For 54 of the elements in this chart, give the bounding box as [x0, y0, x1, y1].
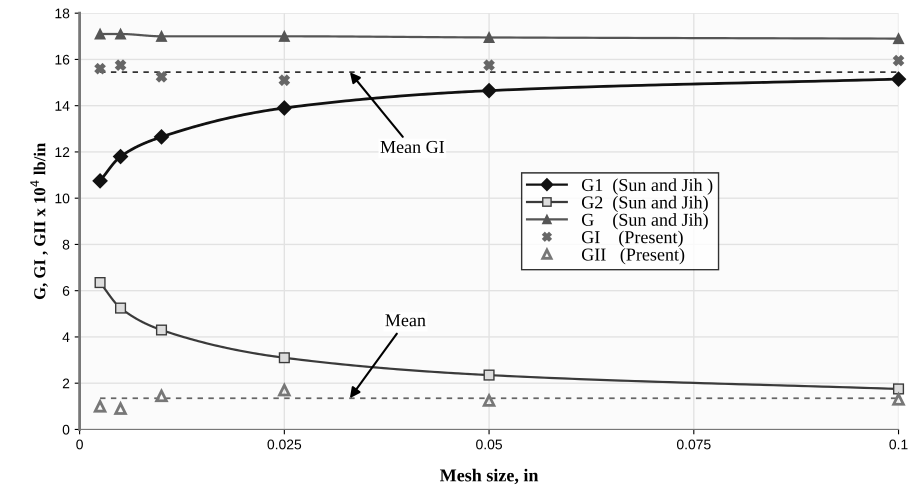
point [892, 33, 904, 44]
point [94, 400, 106, 413]
point [482, 83, 497, 98]
point [154, 129, 170, 144]
point [94, 63, 106, 74]
y-axis-title: G, GI , GII x 10$^{4}$ lb/in [30, 142, 48, 300]
x-tick-label: 0.075 [676, 440, 711, 450]
point [892, 393, 905, 406]
point [892, 383, 904, 395]
legend-label: G1 (Sun and Jih ) [582, 178, 712, 195]
point [484, 32, 495, 44]
y-tick-label: 12 [55, 147, 70, 157]
ref-line-label: Mean GI [380, 140, 444, 154]
point [890, 72, 906, 87]
point [278, 30, 290, 42]
y-tick-label: 6 [62, 286, 70, 296]
point [892, 55, 904, 66]
point [482, 394, 496, 407]
legend-label: GII (Present) [582, 248, 684, 264]
point [114, 402, 127, 415]
legend-label: G2 (Sun and Jih) [582, 196, 708, 212]
point [156, 324, 168, 336]
point [156, 71, 168, 82]
point [156, 30, 168, 42]
point [278, 74, 290, 86]
y-tick-label: 2 [62, 378, 70, 388]
x-tick-label: 0.1 [889, 440, 908, 450]
y-tick-label: 8 [62, 240, 70, 250]
legend-label: GI (Present) [582, 230, 683, 247]
point [484, 370, 495, 381]
x-tick-label: 0 [76, 440, 83, 450]
point [94, 277, 106, 288]
x-tick-label: 0.025 [268, 440, 302, 450]
y-tick-label: 18 [55, 8, 70, 18]
point [114, 28, 126, 40]
point [276, 100, 292, 116]
x-tick-label: 0.05 [476, 440, 502, 450]
point [155, 390, 168, 402]
point [278, 352, 290, 364]
point [112, 148, 128, 164]
y-tick-label: 16 [55, 54, 70, 65]
y-tick-label: 0 [62, 424, 70, 435]
point [114, 302, 126, 314]
y-tick-label: 4 [62, 332, 70, 342]
y-tick-label: 14 [55, 101, 70, 111]
point [484, 60, 495, 71]
x-axis-title: Mesh size, in [440, 468, 538, 484]
point [278, 384, 291, 396]
y-tick-label: 10 [55, 194, 70, 204]
ref-line-label: Mean [385, 314, 426, 326]
point [114, 60, 126, 71]
point [92, 173, 108, 188]
point [94, 28, 106, 40]
legend-label: G (Sun and Jih) [582, 213, 708, 230]
